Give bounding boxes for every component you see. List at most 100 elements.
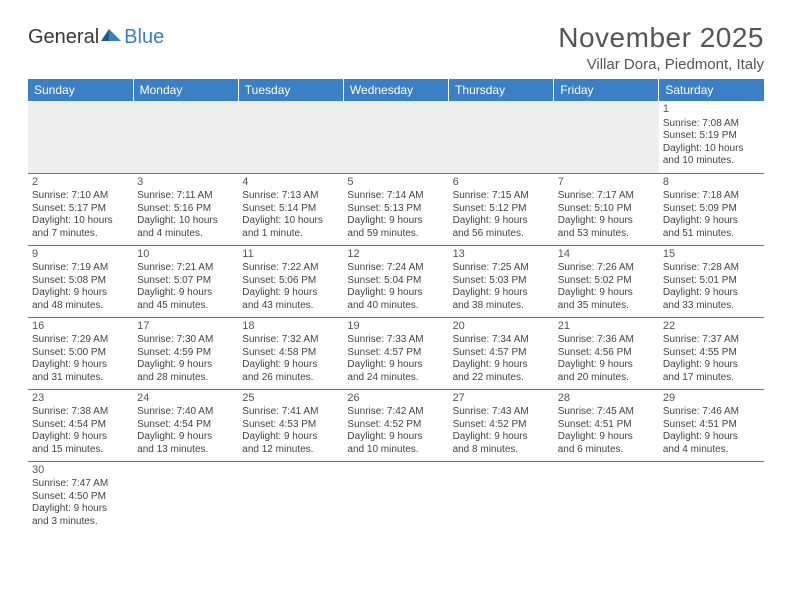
calendar-row: 30Sunrise: 7:47 AMSunset: 4:50 PMDayligh… (28, 461, 764, 533)
daylight-text: and 51 minutes. (663, 228, 760, 241)
sunset-text: Sunset: 4:52 PM (453, 419, 550, 432)
daylight-text: Daylight: 9 hours (32, 431, 129, 444)
sunset-text: Sunset: 4:56 PM (558, 347, 655, 360)
day-number: 10 (137, 248, 234, 262)
daylight-text: Daylight: 9 hours (347, 215, 444, 228)
sunset-text: Sunset: 4:51 PM (663, 419, 760, 432)
daylight-text: Daylight: 9 hours (32, 359, 129, 372)
daylight-text: Daylight: 9 hours (242, 287, 339, 300)
calendar-cell: 9Sunrise: 7:19 AMSunset: 5:08 PMDaylight… (28, 245, 133, 317)
day-number: 7 (558, 176, 655, 190)
calendar-cell: 14Sunrise: 7:26 AMSunset: 5:02 PMDayligh… (554, 245, 659, 317)
calendar-row: 23Sunrise: 7:38 AMSunset: 4:54 PMDayligh… (28, 389, 764, 461)
daylight-text: Daylight: 9 hours (347, 431, 444, 444)
sunset-text: Sunset: 5:10 PM (558, 203, 655, 216)
daylight-text: Daylight: 10 hours (137, 215, 234, 228)
sunrise-text: Sunrise: 7:21 AM (137, 262, 234, 275)
header: General Blue November 2025 Villar Dora, … (28, 22, 764, 73)
sunrise-text: Sunrise: 7:46 AM (663, 406, 760, 419)
daylight-text: and 33 minutes. (663, 300, 760, 313)
calendar-cell: 16Sunrise: 7:29 AMSunset: 5:00 PMDayligh… (28, 317, 133, 389)
sunset-text: Sunset: 5:17 PM (32, 203, 129, 216)
sunrise-text: Sunrise: 7:24 AM (347, 262, 444, 275)
sunrise-text: Sunrise: 7:19 AM (32, 262, 129, 275)
calendar-cell (343, 101, 448, 173)
day-number: 11 (242, 248, 339, 262)
daylight-text: and 56 minutes. (453, 228, 550, 241)
sunset-text: Sunset: 5:07 PM (137, 275, 234, 288)
weekday-header: Sunday (28, 79, 133, 101)
daylight-text: and 12 minutes. (242, 444, 339, 457)
daylight-text: Daylight: 9 hours (558, 287, 655, 300)
day-number: 24 (137, 392, 234, 406)
sunset-text: Sunset: 4:59 PM (137, 347, 234, 360)
daylight-text: and 22 minutes. (453, 372, 550, 385)
daylight-text: Daylight: 9 hours (663, 215, 760, 228)
daylight-text: Daylight: 9 hours (558, 359, 655, 372)
sunset-text: Sunset: 4:50 PM (32, 491, 129, 504)
calendar-cell: 3Sunrise: 7:11 AMSunset: 5:16 PMDaylight… (133, 173, 238, 245)
daylight-text: Daylight: 10 hours (242, 215, 339, 228)
daylight-text: and 10 minutes. (663, 155, 760, 168)
sunrise-text: Sunrise: 7:34 AM (453, 334, 550, 347)
daylight-text: and 7 minutes. (32, 228, 129, 241)
calendar-row: 2Sunrise: 7:10 AMSunset: 5:17 PMDaylight… (28, 173, 764, 245)
calendar-cell: 5Sunrise: 7:14 AMSunset: 5:13 PMDaylight… (343, 173, 448, 245)
sunset-text: Sunset: 5:09 PM (663, 203, 760, 216)
daylight-text: Daylight: 9 hours (558, 215, 655, 228)
calendar-row: 16Sunrise: 7:29 AMSunset: 5:00 PMDayligh… (28, 317, 764, 389)
calendar-cell: 25Sunrise: 7:41 AMSunset: 4:53 PMDayligh… (238, 389, 343, 461)
day-number: 9 (32, 248, 129, 262)
sunrise-text: Sunrise: 7:28 AM (663, 262, 760, 275)
day-number: 14 (558, 248, 655, 262)
daylight-text: Daylight: 9 hours (32, 503, 129, 516)
weekday-header: Monday (133, 79, 238, 101)
sunset-text: Sunset: 5:03 PM (453, 275, 550, 288)
day-number: 18 (242, 320, 339, 334)
daylight-text: and 6 minutes. (558, 444, 655, 457)
sunrise-text: Sunrise: 7:30 AM (137, 334, 234, 347)
daylight-text: and 31 minutes. (32, 372, 129, 385)
calendar-cell: 15Sunrise: 7:28 AMSunset: 5:01 PMDayligh… (659, 245, 764, 317)
logo: General Blue (28, 22, 164, 49)
sunset-text: Sunset: 4:55 PM (663, 347, 760, 360)
calendar-cell: 4Sunrise: 7:13 AMSunset: 5:14 PMDaylight… (238, 173, 343, 245)
day-number: 1 (663, 103, 760, 117)
daylight-text: and 10 minutes. (347, 444, 444, 457)
daylight-text: Daylight: 9 hours (453, 215, 550, 228)
calendar-cell (554, 101, 659, 173)
calendar-cell: 24Sunrise: 7:40 AMSunset: 4:54 PMDayligh… (133, 389, 238, 461)
daylight-text: and 4 minutes. (663, 444, 760, 457)
day-number: 3 (137, 176, 234, 190)
calendar-cell: 26Sunrise: 7:42 AMSunset: 4:52 PMDayligh… (343, 389, 448, 461)
daylight-text: Daylight: 9 hours (453, 287, 550, 300)
sunrise-text: Sunrise: 7:26 AM (558, 262, 655, 275)
sunrise-text: Sunrise: 7:13 AM (242, 190, 339, 203)
sunrise-text: Sunrise: 7:45 AM (558, 406, 655, 419)
calendar-cell: 11Sunrise: 7:22 AMSunset: 5:06 PMDayligh… (238, 245, 343, 317)
sunset-text: Sunset: 5:12 PM (453, 203, 550, 216)
sunrise-text: Sunrise: 7:42 AM (347, 406, 444, 419)
day-number: 19 (347, 320, 444, 334)
calendar-cell (238, 101, 343, 173)
day-number: 20 (453, 320, 550, 334)
calendar-cell: 20Sunrise: 7:34 AMSunset: 4:57 PMDayligh… (449, 317, 554, 389)
calendar-cell: 29Sunrise: 7:46 AMSunset: 4:51 PMDayligh… (659, 389, 764, 461)
logo-text-dark: General (28, 26, 99, 49)
day-number: 27 (453, 392, 550, 406)
day-number: 2 (32, 176, 129, 190)
daylight-text: and 35 minutes. (558, 300, 655, 313)
sunset-text: Sunset: 4:57 PM (347, 347, 444, 360)
sunrise-text: Sunrise: 7:36 AM (558, 334, 655, 347)
daylight-text: and 40 minutes. (347, 300, 444, 313)
calendar-cell: 8Sunrise: 7:18 AMSunset: 5:09 PMDaylight… (659, 173, 764, 245)
daylight-text: Daylight: 10 hours (663, 143, 760, 156)
calendar-cell: 10Sunrise: 7:21 AMSunset: 5:07 PMDayligh… (133, 245, 238, 317)
sunset-text: Sunset: 5:13 PM (347, 203, 444, 216)
daylight-text: Daylight: 9 hours (663, 431, 760, 444)
weekday-header: Thursday (449, 79, 554, 101)
daylight-text: Daylight: 9 hours (453, 359, 550, 372)
sunrise-text: Sunrise: 7:37 AM (663, 334, 760, 347)
daylight-text: Daylight: 9 hours (137, 431, 234, 444)
calendar-cell (133, 461, 238, 533)
